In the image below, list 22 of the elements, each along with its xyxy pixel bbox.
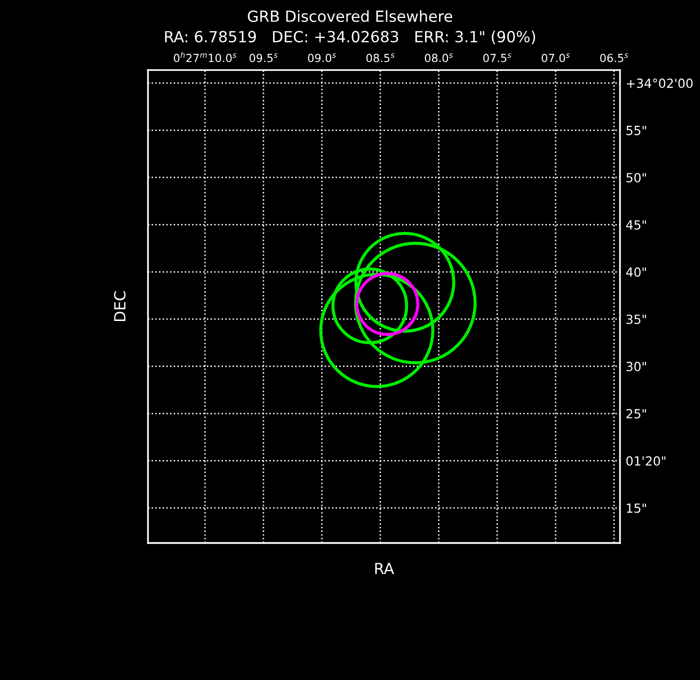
y-tick-label: 40" [626, 267, 646, 277]
y-tick-label: 15" [626, 504, 646, 513]
y-tick-label: 25" [626, 409, 646, 418]
x-tick-label: 07.5$^{s}$ [483, 53, 512, 62]
chart-title: GRB Discovered Elsewhere [248, 10, 452, 22]
x-tick-label: 0$^{h}$27$^{m}$10.0$^{s}$ [174, 52, 236, 62]
y-tick-label: 30" [626, 362, 646, 372]
y-tick-label: 55" [626, 126, 646, 136]
x-axis-title: RA [375, 562, 394, 574]
x-tick-label: 07.0$^{s}$ [542, 53, 570, 62]
x-tick-label: 09.5$^{s}$ [250, 53, 278, 62]
y-tick-label: 50" [626, 172, 646, 182]
x-tick-label: 08.0$^{s}$ [424, 53, 453, 62]
y-tick-label: 45" [626, 220, 646, 230]
x-tick-label: 09.0$^{s}$ [308, 53, 336, 62]
y-axis-title: DEC [114, 291, 126, 322]
y-tick-label: +34°02'00 [626, 78, 693, 88]
x-tick-label: 06.5$^{s}$ [600, 53, 628, 62]
y-tick-label: 35" [626, 314, 646, 324]
chart-subtitle: RA: 6.78519 DEC: +34.02683 ERR: 3.1" (90%) [165, 30, 536, 44]
x-tick-label: 08.5$^{s}$ [366, 53, 394, 62]
y-tick-label: 01'20" [626, 456, 666, 466]
